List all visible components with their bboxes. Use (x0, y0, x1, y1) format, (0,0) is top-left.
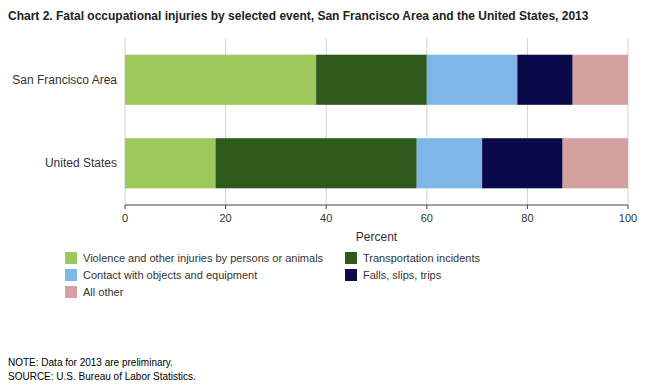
category-label: United States (45, 156, 117, 170)
tick-label: 100 (619, 212, 637, 224)
tick-label: 0 (122, 212, 128, 224)
bar-segment (125, 138, 216, 188)
tick-label: 40 (320, 212, 332, 224)
bar-segment (517, 55, 572, 105)
note: NOTE: Data for 2013 are preliminary. (8, 357, 173, 368)
legend-entry: Transportation incidents (363, 252, 480, 264)
category-label: San Francisco Area (12, 73, 117, 87)
tick (527, 205, 528, 209)
x-axis-label: Percent (356, 230, 398, 244)
bar-segment (573, 55, 628, 105)
bar-segment (427, 55, 518, 105)
tick (628, 205, 629, 209)
title: Chart 2. Fatal occupational injuries by … (8, 9, 589, 23)
legend-entry: Violence and other injuries by persons o… (83, 252, 324, 264)
chart: Chart 2. Fatal occupational injuries by … (0, 0, 650, 388)
tick (125, 205, 126, 209)
legend-entry: Contact with objects and equipment (83, 269, 257, 281)
tick (426, 205, 427, 209)
legend-entry: Falls, slips, trips (363, 269, 442, 281)
x-axis (125, 205, 628, 206)
legend-swatch (345, 269, 357, 281)
tick-label: 80 (521, 212, 533, 224)
legend-swatch (65, 286, 77, 298)
legend-swatch (65, 269, 77, 281)
background (0, 0, 650, 388)
legend-swatch (65, 252, 77, 264)
legend-swatch (345, 252, 357, 264)
bar-segment (316, 55, 427, 105)
tick-label: 20 (219, 212, 231, 224)
bars (125, 55, 628, 189)
bar-segment (125, 55, 316, 105)
bar-segment (563, 138, 628, 188)
tick (225, 205, 226, 209)
bar-segment (482, 138, 562, 188)
note: SOURCE: U.S. Bureau of Labor Statistics. (8, 371, 196, 382)
tick (326, 205, 327, 209)
tick-label: 60 (421, 212, 433, 224)
bar-segment (216, 138, 417, 188)
legend-entry: All other (83, 286, 124, 298)
bar-segment (417, 138, 482, 188)
